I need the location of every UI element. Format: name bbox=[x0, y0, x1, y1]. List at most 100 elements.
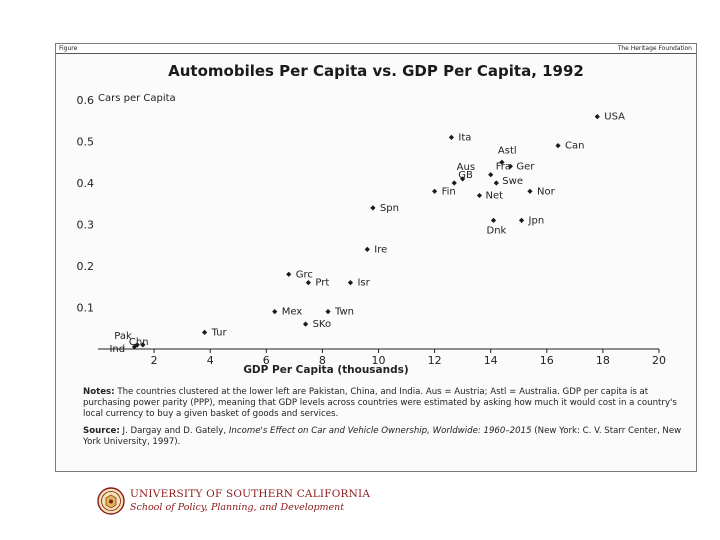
point-marker bbox=[370, 205, 376, 211]
x-tick-label: 18 bbox=[596, 354, 610, 367]
point-label: Twn bbox=[334, 307, 354, 318]
point-label: Mex bbox=[282, 307, 303, 318]
y-tick-label: 0.1 bbox=[77, 302, 95, 315]
publisher-tag: The Heritage Foundation bbox=[617, 45, 692, 52]
figure-header-strip: Figure The Heritage Foundation bbox=[56, 44, 696, 54]
y-axis-label: Cars per Capita bbox=[98, 93, 176, 104]
point-marker bbox=[325, 309, 331, 315]
point-marker bbox=[134, 342, 140, 348]
data-point: Isr bbox=[347, 278, 371, 289]
notes-paragraph: Notes: The countries clustered at the lo… bbox=[83, 387, 689, 420]
x-tick-label: 8 bbox=[319, 354, 326, 367]
data-point: Twn bbox=[325, 307, 354, 318]
point-label: Astl bbox=[498, 145, 517, 156]
point-marker bbox=[448, 134, 455, 140]
point-marker bbox=[507, 163, 513, 169]
y-tick-label: 0.5 bbox=[77, 136, 95, 149]
data-point: Nor bbox=[527, 186, 556, 197]
point-label: Ire bbox=[374, 244, 387, 255]
point-marker bbox=[131, 344, 138, 350]
point-marker bbox=[305, 280, 311, 286]
data-point: Jpn bbox=[518, 215, 545, 226]
point-label: Dnk bbox=[487, 225, 507, 236]
data-point: Net bbox=[476, 190, 503, 201]
data-point: Pak bbox=[114, 331, 140, 348]
data-point: Aus bbox=[457, 162, 475, 182]
point-label: GB bbox=[458, 170, 473, 181]
point-label: Fra bbox=[496, 162, 511, 173]
point-marker bbox=[493, 180, 499, 186]
point-label: SKo bbox=[313, 319, 332, 330]
axes: 2 4 6 8 10 12 14 16 18 20 0.1 0.2 0.3 0.4 0.5 0.6 bbox=[77, 94, 667, 367]
university-name: UNIVERSITY OF SOUTHERN CALIFORNIA bbox=[130, 488, 371, 500]
data-point: Grc bbox=[286, 269, 313, 280]
point-label: Ind bbox=[109, 344, 125, 355]
point-marker bbox=[555, 143, 561, 149]
data-point: Mex bbox=[272, 307, 302, 318]
point-marker bbox=[302, 321, 309, 327]
data-point: Fra bbox=[488, 162, 511, 178]
y-tick-label: 0.6 bbox=[77, 94, 95, 107]
x-tick-label: 2 bbox=[151, 354, 158, 367]
data-point: Fin bbox=[432, 186, 456, 197]
point-label: Jpn bbox=[528, 215, 545, 226]
point-marker bbox=[460, 176, 466, 182]
point-marker bbox=[347, 280, 354, 286]
data-point: Dnk bbox=[487, 217, 507, 236]
university-seal-icon bbox=[97, 487, 125, 515]
scatter-chart: Cars per Capita GDP Per Capita (thousand… bbox=[77, 93, 667, 376]
data-point: Can bbox=[555, 141, 584, 152]
data-point: Ind bbox=[109, 344, 138, 355]
y-tick-label: 0.3 bbox=[77, 219, 95, 232]
source-authors: J. Dargay and D. Gately, bbox=[122, 426, 227, 436]
data-point: Swe bbox=[493, 176, 523, 187]
point-label: Grc bbox=[296, 269, 313, 280]
point-label: Net bbox=[485, 190, 503, 201]
point-marker bbox=[140, 342, 146, 348]
point-marker bbox=[594, 114, 600, 120]
notes-label: Notes: bbox=[83, 387, 115, 397]
x-axis-label: GDP Per Capita (thousands) bbox=[243, 364, 408, 376]
point-label: Chn bbox=[129, 337, 149, 348]
point-label: Fin bbox=[442, 186, 456, 197]
point-marker bbox=[490, 217, 497, 223]
data-point: USA bbox=[594, 112, 625, 123]
school-name: School of Policy, Planning, and Developm… bbox=[130, 502, 345, 513]
point-label: Aus bbox=[457, 162, 475, 173]
y-tick-label: 0.4 bbox=[77, 177, 95, 190]
data-point: Tur bbox=[201, 327, 228, 338]
point-label: Ger bbox=[516, 161, 535, 172]
data-point: Ger bbox=[507, 161, 535, 172]
source-title: Income's Effect on Car and Vehicle Owner… bbox=[228, 426, 532, 436]
x-tick-label: 16 bbox=[540, 354, 554, 367]
data-point: GB bbox=[451, 170, 473, 186]
data-point: Ita bbox=[448, 132, 471, 143]
source-paragraph: Source: J. Dargay and D. Gately, Income'… bbox=[83, 426, 689, 448]
data-point: Spn bbox=[370, 203, 399, 214]
point-marker bbox=[201, 329, 208, 335]
data-point: Ire bbox=[364, 244, 387, 255]
point-label: Pak bbox=[114, 331, 132, 342]
source-label: Source: bbox=[83, 426, 120, 436]
y-tick-label: 0.2 bbox=[77, 260, 95, 273]
data-point: Chn bbox=[129, 337, 149, 348]
point-label: Swe bbox=[502, 176, 523, 187]
chart-title: Automobiles Per Capita vs. GDP Per Capit… bbox=[168, 62, 584, 80]
x-tick-label: 14 bbox=[484, 354, 498, 367]
point-label: Can bbox=[565, 141, 584, 152]
point-marker bbox=[527, 188, 533, 194]
point-marker bbox=[364, 246, 370, 252]
point-label: Prt bbox=[315, 278, 329, 289]
notes-text: The countries clustered at the lower lef… bbox=[83, 387, 677, 419]
x-tick-label: 12 bbox=[428, 354, 442, 367]
point-marker bbox=[488, 172, 494, 178]
data-point: Astl bbox=[498, 145, 517, 165]
point-marker bbox=[499, 159, 505, 165]
point-label: Spn bbox=[380, 203, 399, 214]
point-label: Isr bbox=[357, 278, 370, 289]
point-label: Nor bbox=[537, 186, 556, 197]
x-tick-label: 6 bbox=[263, 354, 270, 367]
figure-tag: Figure bbox=[59, 45, 78, 52]
